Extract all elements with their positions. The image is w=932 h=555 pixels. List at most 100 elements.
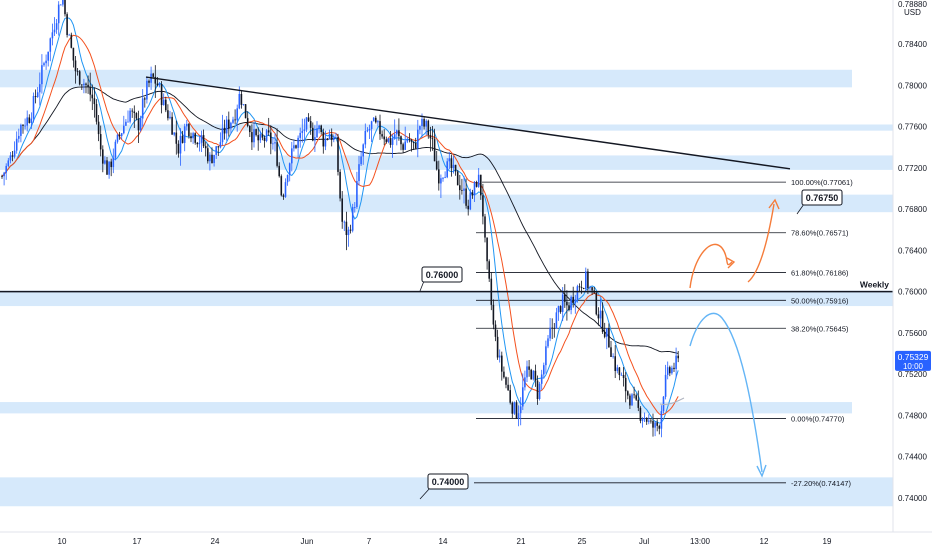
candle-body — [576, 286, 579, 300]
candle-body — [303, 129, 306, 131]
candle-body — [484, 216, 486, 238]
trendline-group[interactable] — [145, 76, 791, 170]
callout-box[interactable] — [801, 189, 843, 206]
candle-body — [532, 370, 535, 380]
candle-body — [7, 160, 10, 166]
ma-slow-line — [1, 34, 679, 416]
candle-body — [419, 126, 421, 130]
candle-body — [519, 406, 522, 414]
candle-body — [43, 63, 45, 66]
candle-body — [654, 422, 656, 428]
callout-box[interactable] — [421, 266, 463, 283]
y-tick-label: 0.74400 — [898, 453, 927, 462]
candle-body — [110, 161, 112, 168]
candle-body — [675, 355, 677, 370]
candle-body — [438, 169, 440, 184]
candle-body — [671, 367, 673, 374]
candle-body — [76, 71, 79, 73]
fibonacci-levels: 100.00%(0.77061) 78.60%(0.76571) 61.80%(0.… — [474, 178, 853, 488]
candle-body — [505, 377, 507, 385]
candle-body — [662, 396, 665, 412]
y-tick-label: 0.76400 — [898, 246, 927, 255]
candle-body — [26, 117, 28, 126]
candle-body — [286, 175, 289, 183]
candle-body — [482, 195, 484, 217]
candle-body — [112, 157, 115, 168]
zone-band — [0, 402, 852, 414]
candle-body — [456, 171, 459, 186]
candle-body — [156, 83, 159, 86]
candlesticks — [1, 0, 679, 438]
candle-body — [534, 370, 537, 381]
candle-body — [473, 182, 476, 196]
candle-body — [213, 154, 215, 164]
candle-body — [555, 312, 558, 329]
candle-body — [190, 136, 192, 139]
candle-body — [412, 141, 415, 143]
x-tick-label: 10 — [58, 537, 67, 546]
candle-body — [91, 94, 94, 99]
candle-body — [257, 135, 259, 141]
candle-body — [328, 134, 331, 140]
candle-body — [148, 80, 150, 83]
candle-body — [204, 146, 207, 149]
price-callouts[interactable]: 0.76000 0.74000 0.76750 — [419, 189, 843, 500]
candle-body — [368, 128, 371, 131]
y-axis-panel[interactable] — [893, 0, 932, 532]
zone-band — [0, 124, 893, 131]
callout-box[interactable] — [427, 473, 469, 490]
candle-body — [664, 374, 667, 397]
candle-body — [102, 149, 104, 164]
candle-body — [129, 110, 131, 122]
candle-body — [45, 60, 47, 64]
candle-body — [165, 99, 167, 111]
candle-body — [202, 135, 205, 147]
candle-body — [291, 148, 293, 164]
candle-body — [629, 395, 631, 406]
x-axis-panel[interactable] — [0, 532, 932, 550]
candle-body — [423, 119, 425, 127]
candle-body — [146, 80, 148, 100]
candle-body — [66, 14, 68, 35]
candle-body — [341, 198, 343, 222]
candle-body — [234, 119, 236, 121]
descending-trendline[interactable] — [145, 76, 791, 170]
candle-body — [171, 116, 173, 135]
candle-body — [232, 119, 234, 123]
candle-body — [408, 139, 411, 141]
candle-body — [70, 34, 73, 48]
candle-body — [656, 422, 658, 426]
candle-body — [177, 143, 180, 154]
candle-body — [240, 93, 243, 105]
candle-body — [507, 384, 509, 391]
candle-body — [618, 367, 621, 376]
candle-body — [87, 84, 89, 87]
x-tick-label: Jun — [301, 537, 314, 546]
candle-body — [15, 138, 18, 151]
candle-body — [603, 331, 606, 337]
candle-body — [167, 110, 169, 119]
candle-body — [515, 402, 518, 419]
y-tick-label: 0.76000 — [898, 288, 927, 297]
candle-body — [400, 136, 402, 145]
candle-body — [601, 310, 604, 332]
candle-body — [225, 119, 228, 134]
candle-body — [410, 140, 413, 142]
y-tick-label: 0.77600 — [898, 123, 927, 132]
x-tick-label: 24 — [211, 537, 220, 546]
candle-body — [559, 306, 562, 312]
candle-body — [270, 132, 272, 144]
candle-body — [64, 0, 66, 15]
candle-body — [263, 137, 266, 141]
candle-body — [528, 366, 530, 370]
candle-body — [265, 130, 268, 141]
candle-body — [417, 129, 419, 149]
candle-body — [396, 130, 398, 135]
candle-body — [211, 154, 213, 164]
candle-body — [578, 286, 581, 288]
candle-body — [30, 118, 33, 123]
x-tick-label: 14 — [439, 537, 448, 546]
candle-body — [620, 374, 623, 376]
candle-body — [104, 160, 106, 164]
